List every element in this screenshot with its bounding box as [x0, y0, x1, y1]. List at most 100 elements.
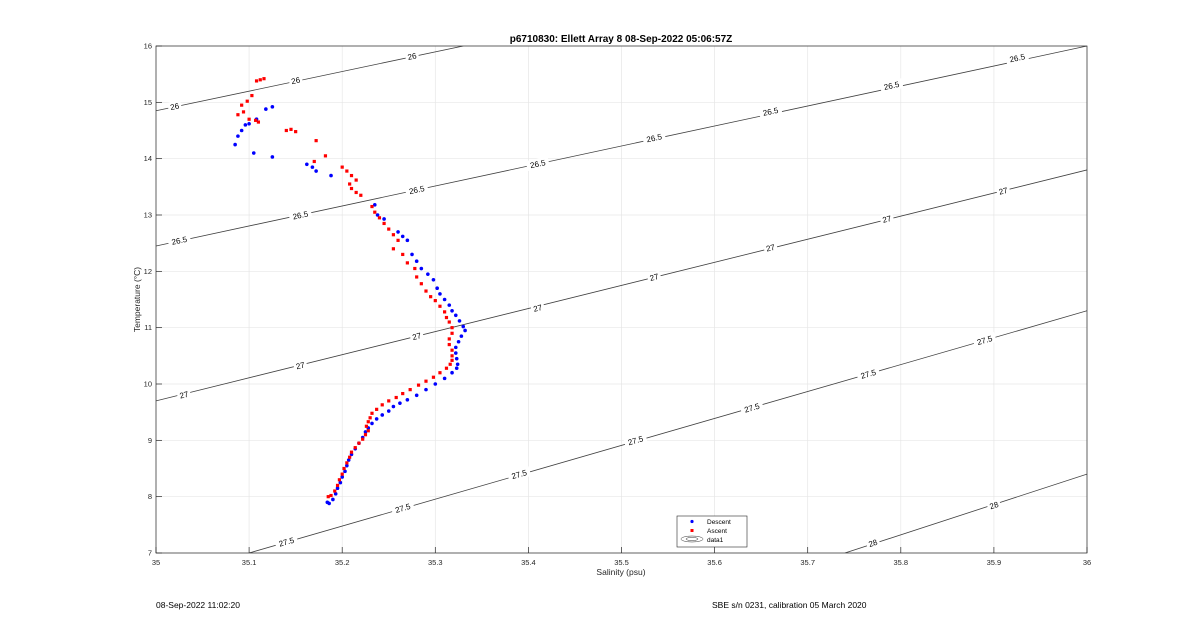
- ascent-point: [349, 186, 354, 191]
- contour-label-text: 27: [998, 186, 1009, 197]
- contour-label-bg: [646, 270, 662, 284]
- contour-label-text: 26.5: [171, 235, 189, 247]
- descent-point: [450, 308, 454, 313]
- descent-point: [453, 351, 458, 355]
- contour-label-text: 28: [988, 500, 1000, 511]
- ascent-point: [419, 282, 423, 286]
- contour-label-text: 28: [867, 538, 879, 549]
- ascent-point: [349, 173, 354, 178]
- descent-point: [424, 387, 428, 392]
- contour-label: 27.5: [856, 365, 881, 382]
- contour-label: 26.5: [525, 156, 550, 171]
- legend-label-ascent: Ascent: [707, 528, 727, 535]
- ascent-point: [450, 358, 454, 362]
- ascent-point: [256, 120, 261, 124]
- contour-label-bg: [879, 78, 904, 93]
- descent-point: [455, 362, 460, 367]
- contour-label-bg: [995, 184, 1011, 198]
- contour-label: 26.5: [167, 233, 192, 248]
- descent-point: [239, 128, 244, 133]
- contour-label-bg: [292, 358, 308, 372]
- contour-label-text: 27: [765, 243, 776, 254]
- x-tick-label: 35.2: [335, 558, 350, 567]
- ascent-point: [357, 441, 361, 445]
- descent-point: [372, 203, 377, 207]
- contour-label-bg: [167, 233, 192, 248]
- descent-point: [459, 334, 464, 338]
- ascent-point: [413, 266, 417, 271]
- contour-label-bg: [623, 432, 648, 449]
- contour-label-text: 27.5: [860, 368, 878, 381]
- chart-title: p6710830: Ellett Array 8 08-Sep-2022 05:…: [510, 34, 733, 45]
- contour-label-bg: [525, 156, 550, 171]
- ascent-point: [345, 461, 349, 465]
- ascent-point: [262, 77, 266, 81]
- contour-label-bg: [274, 533, 299, 550]
- descent-point: [370, 421, 374, 426]
- ascent-point: [450, 354, 454, 358]
- descent-point: [457, 319, 462, 323]
- ascent-point: [370, 204, 374, 209]
- ascent-point: [444, 315, 449, 320]
- descent-point: [310, 165, 315, 169]
- contour-label: 26.5: [1005, 50, 1030, 66]
- contour-label-text: 27: [649, 272, 660, 283]
- contour-label-text: 26: [407, 51, 418, 62]
- ascent-point: [438, 371, 442, 375]
- ascent-point: [387, 399, 391, 403]
- ascent-point: [394, 395, 398, 400]
- contour-label: 28: [865, 536, 881, 550]
- ascent-point: [353, 446, 357, 450]
- descent-point: [431, 277, 436, 282]
- contour-label-bg: [288, 74, 304, 87]
- descent-point: [419, 266, 424, 271]
- ascent-point: [348, 455, 352, 459]
- descent-point: [345, 463, 349, 468]
- descent-point: [338, 480, 343, 485]
- ascent-point: [312, 159, 316, 164]
- ascent-point: [424, 289, 428, 293]
- ascent-point: [349, 450, 354, 454]
- descent-point: [414, 393, 419, 398]
- contour-label-text: 27: [179, 390, 190, 401]
- descent-point: [396, 230, 400, 234]
- contour-label-bg: [409, 329, 425, 343]
- ascent-point: [405, 261, 409, 265]
- ascent-point: [429, 295, 433, 299]
- ascent-point: [359, 193, 363, 197]
- descent-point: [247, 121, 251, 126]
- legend-label-descent: Descent: [707, 519, 731, 526]
- contour-label: 26: [288, 74, 304, 87]
- contour-label: 27.5: [972, 332, 997, 348]
- ascent-point: [294, 130, 298, 134]
- contour-label: 27.5: [390, 500, 415, 516]
- ascent-point: [401, 252, 405, 257]
- contour-line: [248, 310, 1087, 553]
- ascent-point: [314, 139, 318, 143]
- descent-point: [251, 151, 256, 155]
- contour-label-text: 27.5: [510, 468, 528, 481]
- ascent-point: [450, 326, 454, 330]
- legend-contour-icon-inner: [685, 537, 699, 541]
- descent-point: [405, 397, 410, 402]
- ascent-point: [447, 337, 451, 341]
- contour-label-text: 26.5: [529, 158, 547, 170]
- contour-label: 27.5: [739, 399, 764, 416]
- ascent-point: [377, 216, 382, 220]
- y-tick-label: 8: [148, 492, 152, 501]
- ascent-point: [240, 103, 244, 107]
- ascent-point: [329, 493, 333, 498]
- descent-point: [456, 339, 461, 344]
- ascent-point: [373, 210, 377, 214]
- axis-ticks: 35 35.1 35.2 35.3 35.4 35.5 35.6 35.7 35.8 35.9 36…: [144, 42, 1092, 568]
- descent-point: [314, 169, 318, 173]
- contour-label: 26: [404, 49, 420, 63]
- ascent-point: [342, 466, 346, 471]
- ascent-point: [443, 310, 447, 314]
- contour-label-bg: [288, 207, 313, 223]
- contour-label-bg: [167, 100, 183, 113]
- descent-point: [264, 107, 268, 111]
- x-tick-label: 35.7: [800, 558, 815, 567]
- x-tick-label: 35.8: [893, 558, 908, 567]
